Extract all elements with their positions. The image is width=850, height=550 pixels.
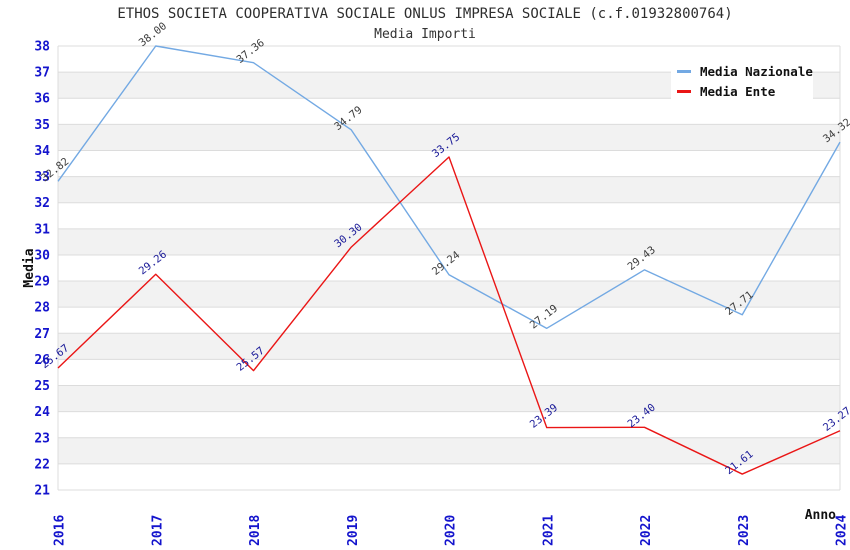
x-tick-label: 2023 — [737, 515, 752, 546]
series-line-media-ente — [57, 156, 841, 475]
y-tick-label: 25 — [34, 379, 50, 394]
x-tick-label: 2024 — [835, 515, 850, 546]
y-tick-label: 31 — [34, 222, 50, 237]
chart-subtitle: Media Importi — [374, 27, 476, 42]
plot-band — [58, 281, 840, 308]
plot-band — [58, 411, 840, 438]
y-tick-label: 33 — [34, 170, 50, 185]
y-tick-label: 38 — [34, 40, 50, 55]
y-tick-label: 24 — [34, 405, 50, 420]
legend-item-media-nazionale: Media Nazionale — [675, 61, 813, 81]
plot-band — [58, 463, 840, 490]
y-tick-label: 34 — [34, 144, 50, 159]
legend-swatch-red-line-icon — [677, 89, 691, 93]
x-tick-label: 2017 — [150, 515, 165, 546]
x-tick-label: 2018 — [248, 515, 263, 546]
plot-band — [58, 307, 840, 334]
x-tick-label: 2020 — [444, 515, 459, 546]
plot-band — [58, 228, 840, 255]
plot-band — [58, 150, 840, 177]
y-tick-label: 37 — [34, 66, 50, 81]
y-tick-label: 28 — [34, 301, 50, 316]
x-tick-label: 2021 — [541, 515, 556, 546]
y-tick-label: 35 — [34, 118, 50, 133]
chart-title: ETHOS SOCIETA COOPERATIVA SOCIALE ONLUS … — [117, 6, 733, 22]
legend-item-media-ente: Media Ente — [675, 81, 809, 101]
plot-band — [58, 254, 840, 282]
plot-band — [58, 124, 840, 151]
x-tick-label: 2022 — [639, 515, 654, 546]
legend-label-media-nazionale: Media Nazionale — [700, 63, 813, 79]
x-axis-title: Anno — [805, 508, 836, 523]
y-tick-label: 29 — [34, 275, 50, 290]
y-tick-label: 27 — [34, 327, 50, 342]
plot-band — [58, 385, 840, 412]
y-tick-label: 30 — [34, 248, 50, 263]
x-tick-label: 2016 — [53, 515, 68, 546]
plot-band — [58, 437, 840, 464]
y-tick-label: 36 — [34, 92, 50, 107]
plot-band — [58, 176, 840, 203]
y-tick-label: 21 — [34, 484, 50, 499]
legend-label-media-ente: Media Ente — [700, 83, 776, 99]
y-tick-label: 22 — [34, 457, 50, 472]
plot-band — [58, 333, 840, 360]
y-tick-label: 32 — [34, 196, 50, 211]
y-tick-label: 23 — [34, 431, 50, 446]
plot-band — [58, 359, 840, 386]
plot-band — [58, 202, 840, 229]
y-tick-label: 26 — [34, 353, 50, 368]
x-tick-label: 2019 — [346, 515, 361, 546]
legend: Media Nazionale Media Ente — [671, 55, 813, 106]
legend-swatch-blue-line-icon — [677, 69, 691, 73]
series-line-media-nazionale — [57, 45, 841, 330]
y-axis-title: Media — [22, 248, 37, 287]
